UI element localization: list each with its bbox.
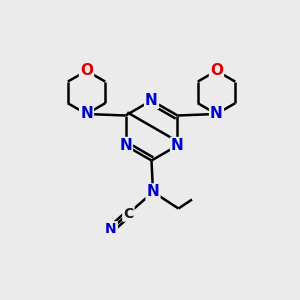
Text: O: O — [210, 63, 223, 78]
Text: O: O — [80, 63, 93, 78]
Text: N: N — [145, 93, 158, 108]
Text: N: N — [147, 184, 159, 200]
Text: N: N — [119, 138, 132, 153]
Text: N: N — [80, 106, 93, 122]
Text: N: N — [171, 138, 184, 153]
Text: C: C — [123, 207, 134, 220]
Text: N: N — [105, 222, 117, 236]
Text: N: N — [210, 106, 223, 122]
